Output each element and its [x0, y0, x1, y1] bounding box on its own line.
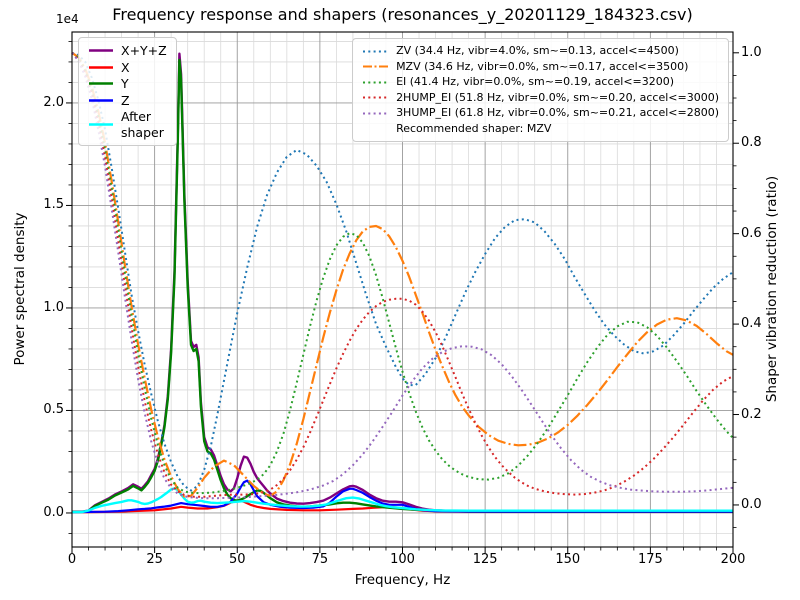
legend-item: 2HUMP_EI (51.8 Hz, vibr=0.0%, sm~=0.20, …: [362, 91, 719, 106]
x-tick-label: 0: [67, 552, 77, 567]
legend-item-label: 2HUMP_EI (51.8 Hz, vibr=0.0%, sm~=0.20, …: [396, 90, 719, 104]
y-axis-offset-label: 1e4: [56, 12, 79, 26]
legend-item: Z: [88, 93, 167, 109]
legend-line-sample: [363, 96, 389, 99]
legend-line-sample: [89, 82, 113, 85]
legend-item-label: After shaper: [121, 109, 164, 140]
legend-line-sample: [89, 49, 113, 52]
y-right-tick-label: 0.6: [741, 225, 762, 241]
curve-mzv: [71, 51, 734, 498]
legend-item-label: Y: [121, 76, 129, 91]
legend-psd: X+Y+Z X Y Z After shaper: [78, 37, 177, 146]
legend-item: 3HUMP_EI (61.8 Hz, vibr=0.0%, sm~=0.21, …: [362, 106, 719, 121]
y-left-tick-label: 1.5: [43, 197, 64, 213]
legend-item: X+Y+Z: [88, 43, 167, 59]
curve-ei: [71, 52, 734, 495]
legend-item: Y: [88, 76, 167, 92]
y-right-tick-label: 1.0: [741, 44, 762, 60]
recommended-shaper-text: Recommended shaper: MZV: [396, 121, 552, 135]
curve-after_shaper: [72, 487, 733, 514]
y-right-tick-label: 0.8: [741, 135, 762, 151]
series: [71, 51, 734, 514]
legend-item: After shaper: [88, 109, 167, 140]
legend-item: EI (41.4 Hz, vibr=0.0%, sm~=0.19, accel<…: [362, 75, 719, 90]
legend-line-sample: [89, 123, 113, 126]
x-tick-label: 25: [146, 552, 163, 567]
y-left-tick-label: 2.0: [43, 94, 64, 110]
y-left-tick-label: 0.0: [43, 504, 64, 520]
legend-item-label: EI (41.4 Hz, vibr=0.0%, sm~=0.19, accel<…: [396, 75, 675, 88]
legend-item: X: [88, 60, 167, 76]
legend-line-sample: [363, 50, 389, 53]
legend-item-label: 3HUMP_EI (61.8 Hz, vibr=0.0%, sm~=0.21, …: [396, 106, 719, 119]
x-tick-label: 150: [555, 552, 581, 567]
legend-item: ZV (34.4 Hz, vibr=4.0%, sm~=0.13, accel<…: [362, 44, 719, 59]
x-tick-label: 125: [472, 552, 498, 567]
x-tick-label: 50: [228, 552, 246, 567]
legend-line-sample: [89, 66, 113, 69]
legend-item-label: ZV (34.4 Hz, vibr=4.0%, sm~=0.13, accel<…: [396, 44, 679, 57]
x-tick-label: 200: [720, 552, 746, 567]
y-right-tick-label: 0.4: [741, 316, 762, 332]
y-right-tick-label: 0.0: [741, 496, 762, 512]
curve-hump2_ei: [71, 52, 734, 498]
legend-shapers: ZV (34.4 Hz, vibr=4.0%, sm~=0.13, accel<…: [352, 38, 729, 142]
y-left-tick-label: 0.5: [43, 402, 64, 418]
y-axis-label-left: Power spectral density: [12, 212, 28, 366]
legend-item-label: X: [121, 59, 130, 75]
legend-line-sample: [89, 99, 113, 102]
x-tick-label: 75: [311, 552, 329, 567]
legend-note: Recommended shaper: MZV: [362, 122, 719, 137]
legend-line-sample: [363, 112, 389, 115]
legend-line-sample: [363, 81, 389, 84]
legend-item-label: X+Y+Z: [121, 43, 167, 58]
x-axis-label: Frequency, Hz: [354, 572, 451, 588]
y-axis-label-right: Shaper vibration reduction (ratio): [764, 175, 780, 403]
axes-spines: [66, 31, 739, 553]
legend-item: MZV (34.6 Hz, vibr=0.0%, sm~=0.17, accel…: [362, 60, 719, 75]
x-tick-label: 100: [390, 552, 415, 567]
legend-item-label: Z: [121, 92, 130, 108]
y-right-tick-label: 0.2: [741, 406, 762, 422]
x-tick-label: 175: [637, 552, 663, 567]
legend-line-sample: [363, 65, 389, 68]
y-left-tick-label: 1.0: [43, 299, 64, 315]
chart-title: Frequency response and shapers (resonanc…: [112, 5, 693, 24]
legend-item-label: MZV (34.6 Hz, vibr=0.0%, sm~=0.17, accel…: [396, 59, 689, 73]
curve-y: [72, 58, 733, 514]
